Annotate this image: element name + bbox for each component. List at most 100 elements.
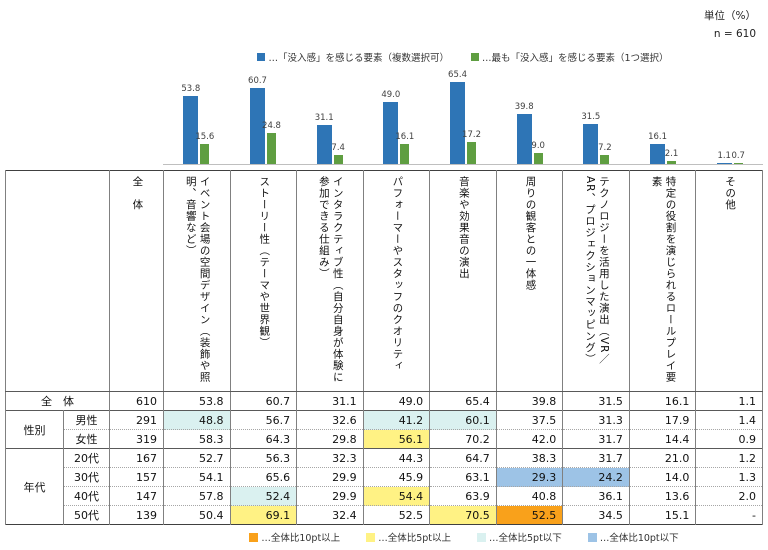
bar-value-label: 15.6: [195, 132, 215, 143]
bar-group: 65.4 17.2: [430, 70, 497, 164]
bar-single-wrap: 7.2: [598, 143, 612, 164]
row-sub-label: 40代: [63, 486, 110, 506]
bar-single-select: [267, 132, 276, 164]
bar-value-label: 53.8: [181, 84, 201, 95]
bar-value-label: 31.1: [314, 112, 334, 123]
bar-multi-wrap: 49.0: [381, 90, 400, 164]
bar-group: 1.1 0.7: [696, 76, 763, 164]
value-cell: 15.1: [628, 505, 697, 525]
value-cell: 1.3: [695, 467, 763, 487]
highlight-legend-o-swatch-icon: [249, 532, 259, 542]
column-header: ストーリー性（テーマや世界観）: [229, 170, 298, 392]
value-cell: -: [695, 505, 763, 525]
n-cell: 167: [109, 448, 164, 468]
corner-cell: [5, 170, 110, 392]
value-cell: 41.2: [362, 410, 431, 430]
value-cell: 53.8: [163, 391, 231, 411]
bar-multi-select: [716, 162, 732, 164]
bar-value-label: 17.2: [462, 130, 481, 141]
value-cell: 64.3: [229, 429, 298, 449]
bar-single-select: [533, 152, 543, 164]
value-cell: 44.3: [362, 448, 431, 468]
value-cell: 14.4: [628, 429, 697, 449]
highlight-legend-o: …全体比10pt以上: [249, 530, 340, 544]
legend-single-select: …最も「没入感」を感じる要素（1つ選択）: [470, 50, 669, 64]
bar-multi-select: [650, 143, 666, 164]
column-header: その他: [695, 170, 763, 392]
value-cell: 65.6: [229, 467, 298, 487]
bar-multi-wrap: 53.8: [181, 84, 200, 164]
value-cell: 56.7: [229, 410, 298, 430]
value-cell: 54.1: [163, 467, 231, 487]
bar-value-label: 24.8: [262, 120, 281, 131]
value-cell: 31.7: [562, 429, 630, 449]
sample-size-label: n = 610: [713, 28, 756, 41]
row-group-label: 全 体: [5, 391, 110, 411]
n-cell: 610: [109, 391, 164, 411]
value-cell: 52.5: [495, 505, 564, 525]
highlight-legend-c-swatch-icon: [477, 532, 486, 542]
bar-group: 53.8 15.6: [163, 76, 230, 164]
bar-value-label: 1.1: [717, 150, 731, 161]
value-cell: 49.0: [362, 391, 431, 411]
bar-value-label: 49.0: [381, 90, 401, 101]
value-cell: 52.7: [163, 448, 231, 468]
table-row: 年代 20代 167 52.7 56.3 32.3 44.3 64.7 38.3 31.7 21.0…: [5, 448, 763, 525]
bar-group: 49.0 16.1: [363, 76, 430, 164]
value-cell: 65.4: [429, 391, 497, 411]
column-header-text: 特定の役割を演じられるロールプレイ要素: [650, 176, 677, 383]
value-cell: 69.1: [229, 505, 298, 525]
legend-single-select-swatch-icon: [470, 53, 479, 61]
column-header: 特定の役割を演じられるロールプレイ要素: [628, 170, 697, 392]
bar-multi-select: [183, 96, 199, 164]
highlight-legend: …全体比10pt以上 …全体比5pt以上 …全体比5pt以下 …全体比10pt以下: [0, 530, 768, 544]
bar-multi-select: [316, 124, 332, 164]
value-cell: 40.8: [495, 486, 564, 506]
value-cell: 1.4: [695, 410, 763, 430]
column-header: パフォーマーやスタッフのクオリティ: [362, 170, 431, 392]
value-cell: 13.6: [628, 486, 697, 506]
bar-value-label: 16.1: [648, 131, 667, 142]
column-header-text: テクノロジーを活用した演出（VR／AR、プロジェクションマッピング）: [584, 176, 610, 365]
column-header-text: ストーリー性（テーマや世界観）: [258, 176, 271, 349]
bar-single-select: [200, 144, 210, 164]
value-cell: 63.9: [429, 486, 497, 506]
value-cell: 39.8: [495, 391, 564, 411]
bar-group: 31.5 7.2: [563, 76, 630, 164]
bar-multi-wrap: 39.8: [515, 102, 534, 164]
row-sub-label: 男性: [63, 410, 110, 430]
chart-legend: …「没入感」を感じる要素（複数選択可） …最も「没入感」を感じる要素（1つ選択）: [163, 50, 763, 64]
bar-single-wrap: 16.1: [395, 132, 414, 164]
highlight-legend-b-label: …全体比10pt以下: [599, 533, 679, 544]
value-cell: 31.1: [296, 391, 364, 411]
column-header-text: イベント会場の空間デザイン（装飾や照明、音響など）: [184, 176, 211, 383]
value-cell: 1.2: [695, 448, 763, 468]
value-cell: 31.5: [562, 391, 630, 411]
bar-single-select: [467, 142, 477, 164]
legend-multi-select: …「没入感」を感じる要素（複数選択可）: [257, 50, 449, 64]
value-cell: 1.1: [695, 391, 763, 411]
value-cell: 32.6: [296, 410, 364, 430]
bar-value-label: 7.2: [598, 142, 612, 153]
highlight-legend-y-label: …全体比5pt以上: [378, 533, 451, 544]
bar-value-label: 31.5: [581, 112, 601, 123]
column-header-text: 周りの観客との一体感: [524, 176, 537, 291]
bar-group: 16.1 2.1: [630, 76, 697, 164]
results-table: 全 体 イベント会場の空間デザイン（装飾や照明、音響など） ストーリー性（テーマや世…: [5, 170, 763, 525]
highlight-legend-o-label: …全体比10pt以上: [261, 533, 341, 544]
n-cell: 147: [109, 486, 164, 506]
value-cell: 31.7: [562, 448, 630, 468]
column-header: 音楽や効果音の演出: [429, 170, 497, 392]
value-cell: 34.5: [562, 505, 630, 525]
value-cell: 17.9: [628, 410, 697, 430]
row-group-label: 年代: [5, 448, 64, 525]
value-cell: 29.8: [296, 429, 364, 449]
highlight-legend-b: …全体比10pt以下: [587, 530, 679, 544]
value-cell: 60.7: [229, 391, 298, 411]
bar-multi-select: [383, 102, 399, 164]
bar-value-label: 60.7: [248, 75, 267, 86]
table-row: 性別 男性 291 48.8 56.7 32.6 41.2 60.1 37.5 31.3 17.9 1…: [5, 410, 763, 449]
highlight-legend-c-label: …全体比5pt以下: [489, 533, 562, 544]
value-cell: 63.1: [429, 467, 497, 487]
bar-single-wrap: 24.8: [262, 121, 281, 164]
